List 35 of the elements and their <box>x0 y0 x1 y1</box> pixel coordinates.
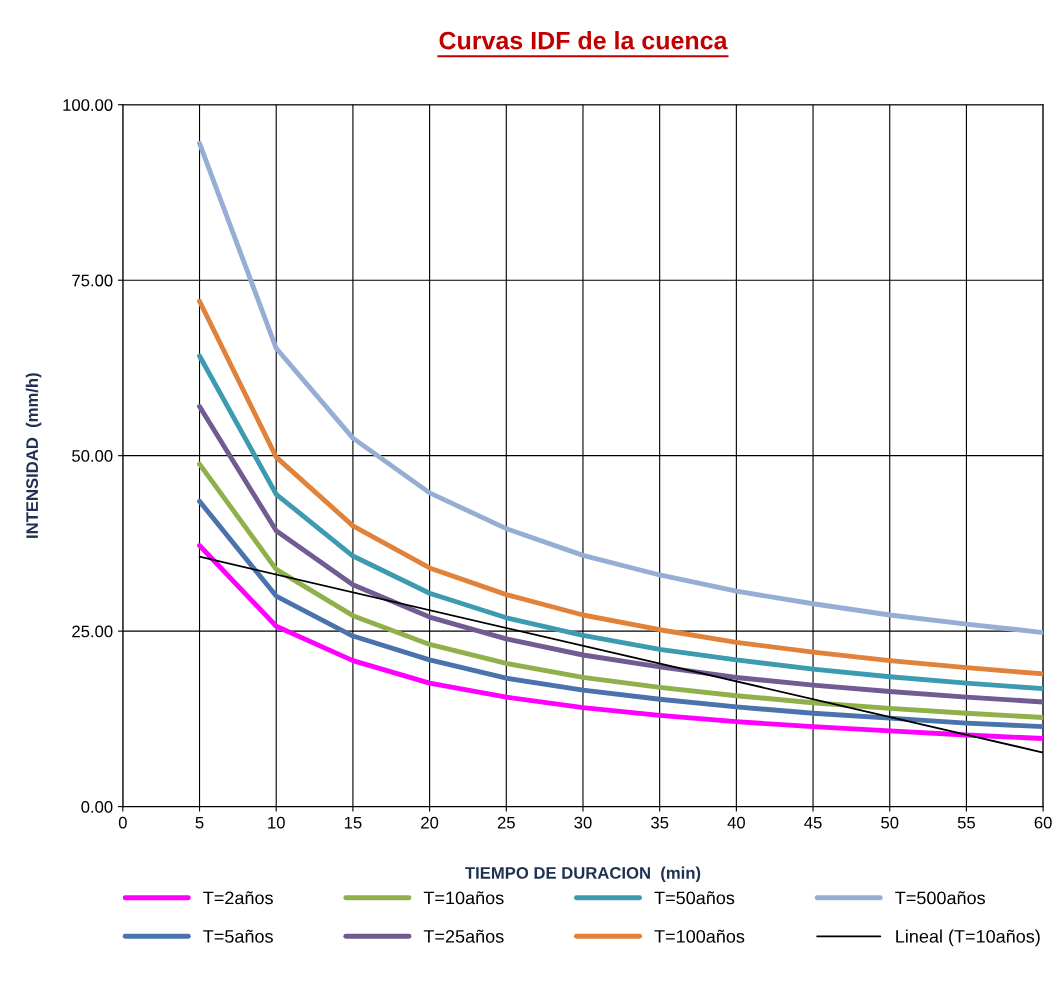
x-tick-label: 20 <box>421 816 439 829</box>
legend-label: T=500años <box>895 891 985 905</box>
legend-label: T=2años <box>203 891 273 905</box>
y-tick-label: 75.00 <box>72 274 113 287</box>
x-tick-label: 10 <box>268 816 285 829</box>
line-series <box>197 298 1044 677</box>
x-tick-label: 25 <box>497 816 515 829</box>
line-series <box>197 353 1044 692</box>
chart-title: Curvas IDF de la cuenca <box>439 31 728 50</box>
legend-label: T=50años <box>654 891 735 905</box>
y-tick-label: 50.00 <box>72 450 113 462</box>
y-axis-title: INTENSIDAD (mm/h) <box>25 373 42 538</box>
line-series <box>197 404 1044 705</box>
line-series <box>197 140 1044 635</box>
y-tick-label: 100.00 <box>63 99 113 111</box>
line-series <box>197 498 1044 730</box>
x-tick-label: 50 <box>881 816 899 829</box>
y-tick-label: 0.00 <box>81 801 113 813</box>
x-axis-title: TIEMPO DE DURACION (min) <box>465 866 701 883</box>
y-tick-label: 25.00 <box>72 625 113 638</box>
x-tick-label: 15 <box>344 816 362 829</box>
x-tick-label: 35 <box>651 816 669 829</box>
legend-label: T=10años <box>423 891 504 905</box>
line-series <box>197 461 1044 720</box>
x-tick-label: 60 <box>1034 816 1052 829</box>
x-tick-label: 30 <box>574 816 592 829</box>
x-tick-label: 45 <box>804 816 822 829</box>
legend-label: Lineal (T=10años) <box>896 929 1040 947</box>
legend-label: T=25años <box>423 929 504 943</box>
x-tick-label: 55 <box>957 816 975 829</box>
x-tick-label: 0 <box>118 816 127 829</box>
legend-label: T=5años <box>203 929 273 943</box>
x-tick-label: 40 <box>727 816 745 829</box>
legend-label: T=100años <box>654 929 745 943</box>
x-tick-label: 5 <box>195 816 204 829</box>
